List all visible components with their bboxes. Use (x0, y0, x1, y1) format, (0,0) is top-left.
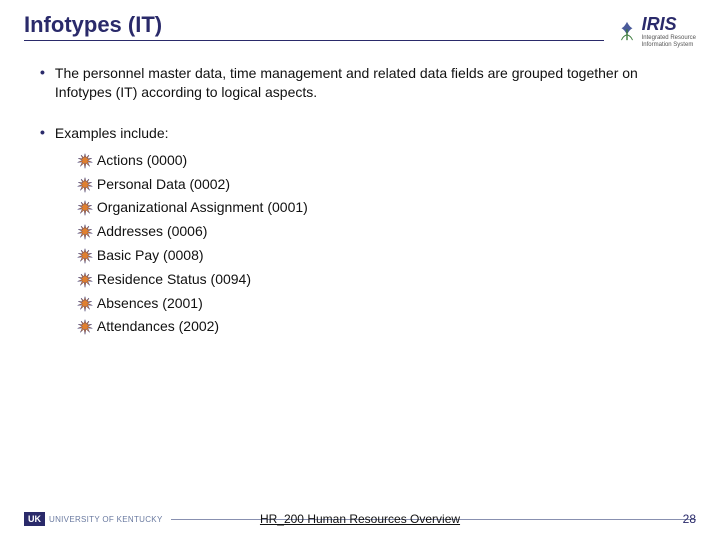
example-label: Attendances (2002) (97, 315, 219, 339)
uk-badge: UK (24, 512, 45, 526)
bullet-item: • Examples include: Actions (0000) Perso… (40, 124, 692, 339)
course-title: HR_200 Human Resources Overview (260, 512, 460, 526)
example-item: Absences (2001) (77, 292, 692, 316)
example-label: Personal Data (0002) (97, 173, 230, 197)
examples-list: Actions (0000) Personal Data (0002) Orga… (55, 149, 692, 339)
starburst-icon (77, 272, 93, 288)
logo-subtitle-2: Information System (642, 42, 696, 49)
iris-logo: IRIS Integrated Resource Information Sys… (616, 14, 696, 48)
starburst-icon (77, 296, 93, 312)
starburst-icon (77, 153, 93, 169)
logo-text: IRIS (642, 14, 696, 35)
slide-title: Infotypes (IT) (24, 12, 604, 41)
starburst-icon (77, 248, 93, 264)
example-item: Basic Pay (0008) (77, 244, 692, 268)
bullet-item: • The personnel master data, time manage… (40, 64, 692, 102)
example-label: Addresses (0006) (97, 220, 208, 244)
example-label: Absences (2001) (97, 292, 203, 316)
example-label: Organizational Assignment (0001) (97, 196, 308, 220)
starburst-icon (77, 177, 93, 193)
example-item: Residence Status (0094) (77, 268, 692, 292)
slide-header: Infotypes (IT) IRIS Integrated Resource … (0, 0, 720, 48)
example-item: Organizational Assignment (0001) (77, 196, 692, 220)
example-item: Personal Data (0002) (77, 173, 692, 197)
example-item: Addresses (0006) (77, 220, 692, 244)
example-label: Basic Pay (0008) (97, 244, 204, 268)
starburst-icon (77, 224, 93, 240)
uk-text: UNIVERSITY OF KENTUCKY (49, 515, 163, 524)
slide-content: • The personnel master data, time manage… (0, 48, 720, 339)
bullet-dot-icon: • (40, 64, 45, 102)
university-logo: UK UNIVERSITY OF KENTUCKY (24, 512, 163, 526)
example-item: Actions (0000) (77, 149, 692, 173)
bullet-text: Examples include: (55, 125, 169, 141)
bullet-dot-icon: • (40, 124, 45, 339)
example-label: Actions (0000) (97, 149, 187, 173)
starburst-icon (77, 319, 93, 335)
page-number: 28 (683, 512, 696, 526)
logo-subtitle-1: Integrated Resource (642, 35, 696, 42)
bullet-text: The personnel master data, time manageme… (55, 64, 692, 102)
example-label: Residence Status (0094) (97, 268, 251, 292)
starburst-icon (77, 200, 93, 216)
iris-flower-icon (616, 20, 638, 42)
example-item: Attendances (2002) (77, 315, 692, 339)
